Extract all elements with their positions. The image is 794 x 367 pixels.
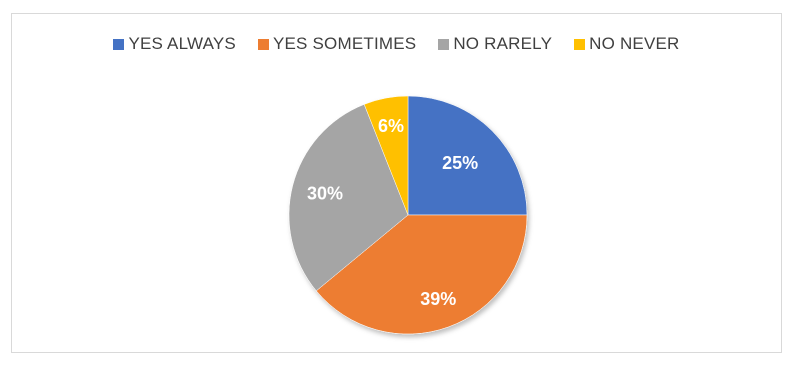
legend-label-yes-sometimes: YES SOMETIMES — [272, 34, 417, 53]
data-label-yes-sometimes: 39% — [420, 289, 456, 309]
pie-chart: 25% 39% 30% 6% — [288, 95, 528, 335]
legend-item-no-rarely: NO RARELY — [438, 34, 552, 54]
pie-slice-yes-always — [407, 95, 528, 216]
legend-item-yes-always: YES ALWAYS — [113, 34, 236, 54]
legend-swatch-no-never — [574, 38, 586, 50]
pie-slice-yes-sometimes — [315, 214, 528, 335]
pie-slice-no-never — [363, 95, 409, 216]
legend-item-yes-sometimes: YES SOMETIMES — [257, 34, 417, 54]
pie-slices — [288, 95, 528, 335]
pie-slice-no-rarely — [288, 104, 409, 292]
chart-area: YES ALWAYS YES SOMETIMES NO RARELY NO NE… — [11, 13, 782, 353]
legend-label-no-never: NO NEVER — [589, 34, 680, 53]
data-label-no-rarely: 30% — [307, 184, 343, 204]
legend-label-no-rarely: NO RARELY — [453, 34, 553, 53]
data-label-yes-always: 25% — [442, 153, 478, 173]
legend-item-no-never: NO NEVER — [574, 34, 679, 54]
legend-swatch-yes-sometimes — [257, 38, 269, 50]
legend: YES ALWAYS YES SOMETIMES NO RARELY NO NE… — [12, 34, 781, 54]
legend-swatch-no-rarely — [438, 38, 450, 50]
pie-labels: 25% 39% 30% 6% — [307, 116, 478, 309]
data-label-no-never: 6% — [378, 116, 404, 136]
legend-label-yes-always: YES ALWAYS — [128, 34, 236, 53]
legend-swatch-yes-always — [113, 38, 125, 50]
